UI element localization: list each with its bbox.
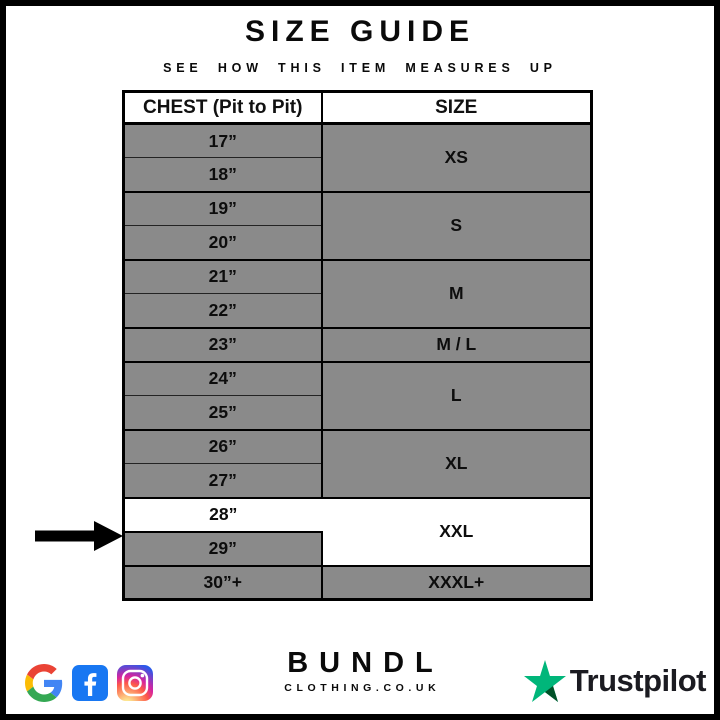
chest-cell: 19” (123, 190, 322, 226)
chest-cell: 26” (123, 428, 322, 464)
chest-cell: 28” (123, 496, 322, 532)
google-icon[interactable] (25, 664, 63, 702)
table-row: 19” S (123, 190, 592, 260)
table-row: 27” (123, 463, 592, 498)
facebook-icon[interactable] (72, 665, 108, 701)
table-row: 25” (123, 395, 592, 430)
chest-cell: 20” (123, 225, 322, 260)
table-row: 21” M (123, 258, 592, 328)
trustpilot-label: Trustpilot (569, 663, 707, 698)
chest-cell: 22” (123, 293, 322, 328)
table-row: 30”+ XXXL+ (123, 564, 592, 600)
page-subtitle: SEE HOW THIS ITEM MEASURES UP (163, 61, 557, 75)
table-row: 22” (123, 293, 592, 328)
chest-cell: 18” (123, 157, 322, 192)
size-cell: S (320, 190, 592, 260)
table-header-row: CHEST (Pit to Pit) SIZE (123, 91, 592, 125)
chest-cell: 17” (123, 123, 322, 158)
size-cell: XXL (321, 496, 592, 566)
chest-cell: 27” (123, 463, 322, 498)
trustpilot-star-icon (523, 660, 566, 702)
table-row: 26” XL (123, 428, 592, 498)
size-table: CHEST (Pit to Pit) SIZE 17” XS 18” 19” S 20” 2… (122, 90, 593, 601)
size-cell: L (320, 360, 592, 430)
brand-name: BUNDL (287, 647, 444, 679)
chest-cell: 21” (123, 258, 322, 294)
size-cell: M (320, 258, 592, 328)
column-header-chest: CHEST (Pit to Pit) (123, 91, 322, 125)
chest-cell: 29” (123, 530, 323, 566)
size-cell: M / L (320, 326, 592, 362)
table-row: 23” M / L (123, 326, 592, 362)
size-cell: XL (320, 428, 592, 498)
page-title: SIZE GUIDE (244, 15, 476, 48)
table-row: 28” XXL (123, 496, 592, 566)
column-header-size: SIZE (320, 91, 592, 125)
trustpilot-logo[interactable]: Trustpilot (523, 660, 707, 702)
table-row: 20” (123, 225, 592, 260)
brand-domain: CLOTHING.CO.UK (284, 682, 441, 694)
size-cell: XS (320, 123, 592, 192)
table-row: 24” L (123, 360, 592, 430)
arrow-right-icon (35, 521, 123, 551)
instagram-icon[interactable] (117, 665, 153, 701)
chest-cell: 23” (123, 326, 322, 362)
table-row: 17” XS (123, 123, 592, 192)
chest-cell: 25” (123, 395, 322, 430)
table-row: 18” (123, 157, 592, 192)
brand-logo: BUNDL CLOTHING.CO.UK (284, 647, 435, 694)
size-cell: XXXL+ (320, 564, 592, 600)
table-row: 29” (123, 530, 592, 566)
chest-cell: 24” (123, 360, 322, 396)
chest-cell: 30”+ (123, 564, 322, 600)
social-icons (25, 664, 153, 702)
